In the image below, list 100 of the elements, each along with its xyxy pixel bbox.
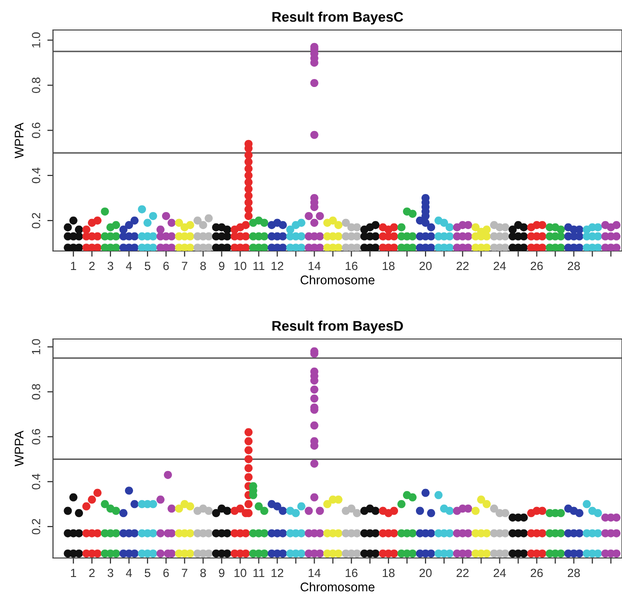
point: [316, 212, 324, 220]
point: [143, 218, 152, 227]
point: [174, 504, 184, 513]
point: [82, 502, 90, 510]
point: [130, 216, 139, 225]
point: [88, 496, 96, 504]
x-tick-label: 12: [272, 262, 284, 270]
point: [244, 473, 253, 482]
point: [242, 244, 250, 251]
x-tick-label: 9: [218, 262, 224, 270]
point: [69, 493, 78, 502]
point: [168, 232, 176, 240]
point: [416, 506, 424, 515]
x-tick-label: 4: [126, 262, 132, 270]
point: [168, 218, 176, 227]
point: [464, 504, 472, 513]
point: [244, 198, 253, 207]
point: [273, 502, 282, 510]
point: [174, 218, 184, 227]
point: [556, 226, 565, 234]
x-tick-label: 14: [308, 568, 321, 577]
point: [124, 221, 134, 230]
x-tick-label: 3: [108, 568, 114, 578]
y-tick-label: 0.8: [32, 384, 40, 400]
point: [244, 184, 253, 194]
x-tick-label: 7: [182, 568, 188, 577]
point: [477, 496, 486, 504]
point: [244, 205, 253, 214]
point: [149, 232, 158, 240]
point: [119, 509, 128, 518]
point: [149, 529, 158, 538]
point: [64, 223, 72, 232]
point: [236, 504, 244, 513]
point: [310, 218, 318, 227]
point: [278, 221, 287, 230]
point: [223, 232, 232, 240]
x-tick-label: 14: [308, 262, 321, 270]
point: [464, 232, 472, 240]
point: [244, 212, 253, 220]
x-tick-label: 12: [272, 568, 284, 577]
point: [112, 221, 120, 230]
point: [138, 205, 146, 214]
point: [124, 486, 134, 495]
x-tick-label: 1: [71, 568, 76, 577]
point: [223, 244, 232, 251]
point: [156, 529, 165, 538]
point: [186, 221, 194, 230]
x-tick-label: 8: [200, 262, 206, 270]
point: [186, 529, 194, 538]
point: [260, 218, 268, 227]
x-axis-title: Chromosome: [300, 275, 374, 284]
point: [304, 212, 313, 220]
point: [464, 529, 472, 538]
point: [427, 549, 436, 558]
point: [390, 223, 398, 232]
point: [244, 428, 253, 436]
x-axis-title: Chromosome: [300, 582, 374, 592]
point: [100, 500, 109, 508]
point: [310, 493, 318, 502]
point: [156, 226, 165, 234]
point: [149, 549, 158, 558]
point: [371, 221, 380, 230]
point: [575, 509, 584, 518]
point: [323, 500, 332, 508]
point: [408, 210, 417, 218]
point: [254, 502, 263, 510]
x-tick-label: 18: [382, 568, 395, 578]
point: [168, 244, 176, 251]
point: [304, 506, 313, 515]
point: [223, 506, 232, 515]
point: [310, 460, 318, 468]
point: [397, 223, 406, 232]
y-tick-label: 0.2: [32, 212, 40, 228]
x-tick-label: 24: [494, 262, 506, 270]
point: [490, 504, 498, 513]
y-tick-label: 0.6: [32, 429, 40, 444]
y-tick-label: 1.0: [32, 339, 40, 354]
point: [397, 500, 406, 508]
point: [408, 529, 417, 538]
point: [69, 216, 78, 225]
point: [464, 221, 472, 230]
y-axis-title: WPPA: [14, 430, 24, 466]
point: [82, 226, 90, 234]
y-tick-label: 0.8: [32, 78, 40, 93]
point: [130, 529, 139, 538]
y-tick-label: 0.6: [32, 122, 40, 138]
point: [186, 232, 194, 240]
point: [93, 216, 102, 225]
point: [472, 506, 480, 515]
point: [434, 491, 443, 500]
y-tick-label: 0.2: [32, 518, 40, 534]
point: [186, 502, 194, 510]
point: [74, 509, 83, 518]
point: [446, 506, 454, 515]
x-tick-label: 2: [89, 568, 95, 577]
point: [149, 212, 158, 220]
point: [408, 232, 417, 240]
point: [310, 130, 318, 139]
point: [408, 493, 417, 502]
x-tick-label: 8: [200, 568, 206, 578]
